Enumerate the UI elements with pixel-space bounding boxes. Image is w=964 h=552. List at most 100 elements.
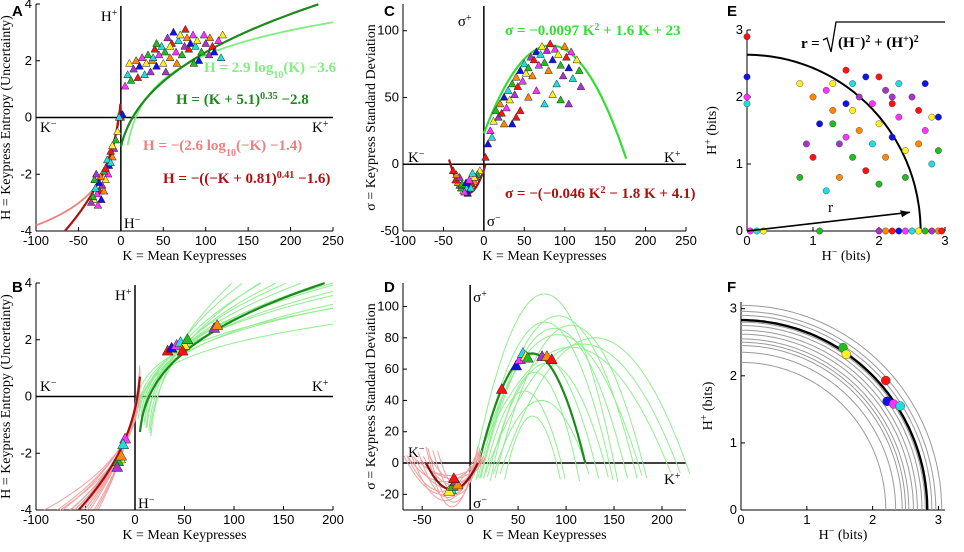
individual-radius-arc bbox=[741, 329, 918, 511]
x-tick-label: 3 bbox=[941, 233, 948, 248]
data-point-circle bbox=[888, 100, 896, 108]
data-point-triangle bbox=[448, 166, 458, 174]
data-point-circle bbox=[841, 349, 851, 360]
data-point-triangle bbox=[165, 41, 175, 50]
y-axis-label: σ = Keypress Standard Deviation bbox=[364, 24, 379, 211]
data-point-circle bbox=[908, 227, 916, 235]
data-point-triangle bbox=[101, 163, 110, 172]
x-tick-label: 150 bbox=[273, 512, 295, 527]
data-point-triangle bbox=[558, 71, 568, 80]
data-point-circle bbox=[881, 375, 891, 386]
individual-negative-fit bbox=[427, 448, 481, 503]
quadrant-label-bottom: H− bbox=[138, 495, 155, 513]
quadrant-label-left: K− bbox=[408, 149, 425, 167]
data-point-triangle bbox=[536, 50, 545, 58]
individual-negative-fit bbox=[62, 382, 141, 511]
equation-negative-log: H = −(2.6 log10(−K) −1.4) bbox=[143, 138, 302, 159]
radius-formula: r = (H−)2 + (H+)2 bbox=[801, 21, 945, 53]
data-point-triangle bbox=[524, 92, 533, 101]
x-tick-label: -50 bbox=[434, 233, 453, 248]
y-tick-label: 100 bbox=[377, 298, 399, 313]
data-point-triangle bbox=[201, 39, 210, 47]
panel-label-c: C bbox=[384, 3, 395, 20]
data-point-triangle bbox=[91, 169, 101, 178]
data-point-triangle bbox=[524, 63, 533, 72]
data-point-triangle bbox=[507, 119, 517, 128]
data-point-triangle bbox=[451, 478, 464, 490]
data-point-triangle bbox=[181, 24, 190, 33]
data-point-triangle bbox=[146, 67, 155, 76]
y-tick-label: 80 bbox=[385, 330, 399, 345]
data-point-circle bbox=[849, 80, 856, 88]
data-point-triangle bbox=[510, 90, 519, 98]
x-tick-label: 200 bbox=[651, 512, 673, 527]
individual-radius-arc bbox=[741, 345, 903, 510]
data-point-triangle bbox=[507, 79, 517, 88]
data-point-circle bbox=[743, 93, 751, 101]
x-tick-label: 0 bbox=[131, 512, 138, 527]
data-point-triangle bbox=[143, 50, 153, 59]
individual-radius-arc bbox=[741, 333, 914, 510]
data-point-triangle bbox=[171, 47, 181, 56]
data-point-triangle bbox=[489, 116, 498, 125]
x-tick-label: 50 bbox=[511, 512, 525, 527]
x-axis-label: H− (bits) bbox=[822, 247, 871, 265]
data-point-triangle bbox=[113, 126, 122, 135]
radius-arrow-head bbox=[900, 210, 911, 218]
data-point-circle bbox=[908, 93, 916, 101]
data-point-circle bbox=[882, 227, 889, 235]
x-tick-label: 0 bbox=[737, 512, 744, 527]
data-point-triangle bbox=[165, 53, 175, 61]
individual-positive-fit bbox=[470, 293, 619, 483]
panel-label-a: A bbox=[12, 3, 23, 20]
y-tick-label: 60 bbox=[385, 361, 399, 376]
panel-f: 0 1 2 3 0 1 2 3 H− (bits) H+ (bits) F bbox=[699, 279, 945, 544]
data-point-triangle bbox=[218, 30, 227, 39]
data-point-triangle bbox=[460, 187, 469, 196]
panel-label-e: E bbox=[727, 3, 737, 20]
data-point-triangle bbox=[142, 58, 151, 67]
data-point-circle bbox=[882, 153, 889, 161]
data-point-triangle bbox=[175, 30, 185, 39]
data-point-triangle bbox=[88, 192, 98, 200]
data-point-triangle bbox=[97, 195, 106, 203]
individual-radius-arc bbox=[740, 321, 926, 511]
y-tick-label: 0 bbox=[730, 502, 737, 517]
equation-positive-power: H = (K + 5.1)0.35 −2.8 bbox=[176, 91, 309, 109]
data-point-circle bbox=[743, 73, 751, 81]
y-tick-label: -50 bbox=[380, 223, 399, 238]
data-point-triangle bbox=[209, 47, 219, 56]
y-tick-label: 40 bbox=[385, 392, 399, 407]
quadrant-label-top: σ+ bbox=[473, 289, 487, 307]
data-point-triangle bbox=[214, 36, 223, 44]
data-point-triangle bbox=[115, 449, 128, 461]
mean-positive-fit bbox=[138, 282, 325, 433]
data-point-triangle bbox=[140, 70, 149, 78]
y-tick-label: 0 bbox=[392, 455, 399, 470]
data-point-triangle bbox=[495, 99, 505, 108]
data-point-triangle bbox=[486, 126, 495, 134]
data-point-triangle bbox=[465, 175, 474, 184]
data-point-triangle bbox=[564, 63, 574, 72]
data-point-triangle bbox=[511, 112, 521, 121]
data-point-triangle bbox=[529, 55, 539, 64]
data-point-triangle bbox=[174, 36, 183, 44]
data-point-circle bbox=[875, 180, 883, 188]
x-axis-label: H− (bits) bbox=[819, 526, 868, 544]
data-point-triangle bbox=[548, 55, 557, 64]
data-point-triangle bbox=[521, 68, 531, 77]
data-point-triangle bbox=[129, 64, 138, 73]
y-tick-label: -20 bbox=[380, 486, 399, 501]
panel-label-b: B bbox=[12, 279, 23, 296]
y-tick-label: 50 bbox=[385, 89, 399, 104]
data-point-triangle bbox=[159, 58, 168, 67]
x-tick-label: -100 bbox=[390, 233, 416, 248]
individual-positive-fit bbox=[149, 282, 260, 434]
x-tick-label: 50 bbox=[177, 512, 191, 527]
data-point-triangle bbox=[189, 58, 199, 67]
y-axis-label: σ = Keypress Standard Deviation bbox=[364, 303, 379, 490]
y-tick-label: -2 bbox=[20, 445, 32, 460]
